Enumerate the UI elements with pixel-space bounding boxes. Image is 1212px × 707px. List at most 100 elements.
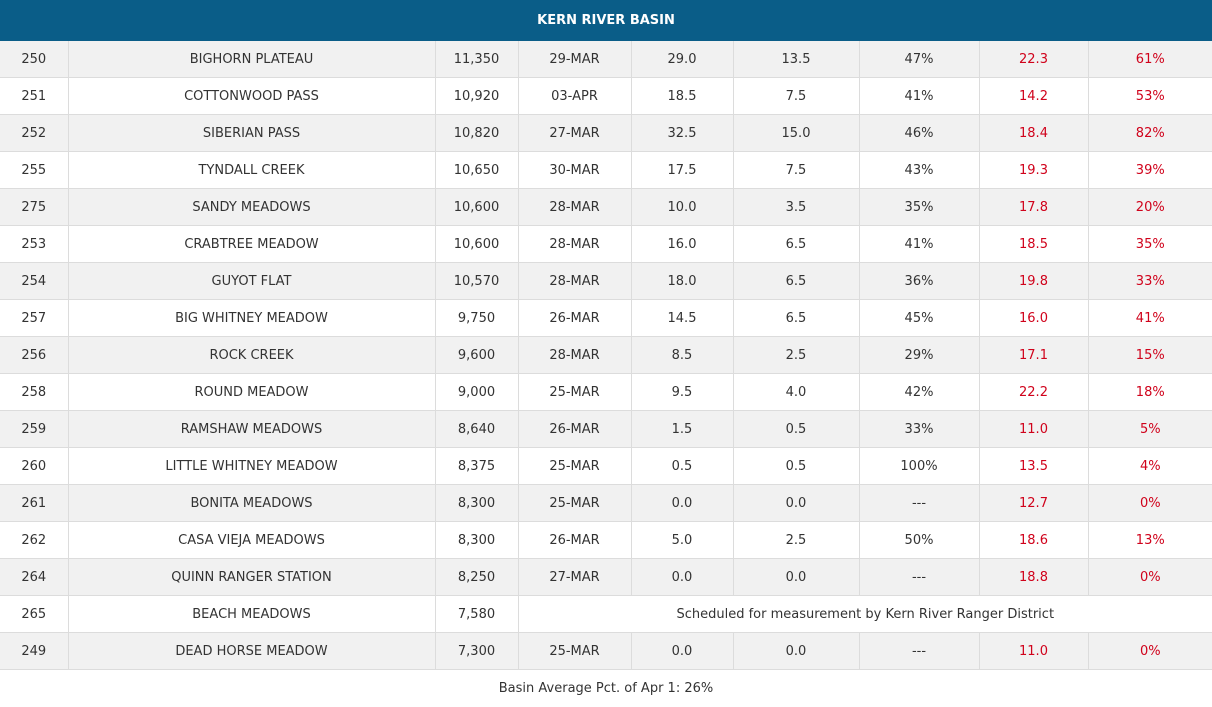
- station-name: ROUND MEADOW: [68, 373, 436, 411]
- elevation: 8,375: [435, 447, 519, 485]
- measure-date: 28-MAR: [518, 262, 632, 300]
- station-id: 250: [0, 41, 69, 78]
- water-content: 6.5: [733, 299, 860, 337]
- station-name: CRABTREE MEADOW: [68, 225, 436, 263]
- station-id: 259: [0, 410, 69, 448]
- pct-of-apr1: 0%: [1088, 484, 1212, 522]
- density: 41%: [859, 77, 980, 115]
- apr1-average: 22.2: [979, 373, 1089, 411]
- station-name: LITTLE WHITNEY MEADOW: [68, 447, 436, 485]
- density: 35%: [859, 188, 980, 226]
- snow-depth: 29.0: [631, 41, 734, 78]
- water-content: 15.0: [733, 114, 860, 152]
- station-name: GUYOT FLAT: [68, 262, 436, 300]
- station-id: 264: [0, 558, 69, 596]
- basin-average: Basin Average Pct. of Apr 1: 26%: [498, 681, 714, 696]
- apr1-average: 17.8: [979, 188, 1089, 226]
- station-id: 255: [0, 151, 69, 189]
- density: 43%: [859, 151, 980, 189]
- apr1-average: 18.6: [979, 521, 1089, 559]
- measure-date: 25-MAR: [518, 447, 632, 485]
- elevation: 9,000: [435, 373, 519, 411]
- snow-depth: 0.5: [631, 447, 734, 485]
- elevation: 11,350: [435, 41, 519, 78]
- measure-date: 26-MAR: [518, 410, 632, 448]
- table-row: 260 LITTLE WHITNEY MEADOW 8,375 25-MAR 0.5 0.…: [0, 447, 1212, 485]
- elevation: 9,600: [435, 336, 519, 374]
- snow-depth: 9.5: [631, 373, 734, 411]
- measure-date: 25-MAR: [518, 632, 632, 670]
- apr1-average: 19.8: [979, 262, 1089, 300]
- water-content: 6.5: [733, 262, 860, 300]
- pct-of-apr1: 13%: [1088, 521, 1212, 559]
- pct-of-apr1: 39%: [1088, 151, 1212, 189]
- elevation: 10,600: [435, 225, 519, 263]
- pct-of-apr1: 33%: [1088, 262, 1212, 300]
- elevation: 8,250: [435, 558, 519, 596]
- density: 45%: [859, 299, 980, 337]
- apr1-average: 11.0: [979, 632, 1089, 670]
- snow-depth: 0.0: [631, 632, 734, 670]
- apr1-average: 14.2: [979, 77, 1089, 115]
- station-name: BONITA MEADOWS: [68, 484, 436, 522]
- table-row: 261 BONITA MEADOWS 8,300 25-MAR 0.0 0.0 --- 12.…: [0, 484, 1212, 522]
- station-id: 252: [0, 114, 69, 152]
- table-row: 265 BEACH MEADOWS 7,580 Scheduled for measu…: [0, 595, 1212, 633]
- station-name: SIBERIAN PASS: [68, 114, 436, 152]
- apr1-average: 16.0: [979, 299, 1089, 337]
- snow-depth: 16.0: [631, 225, 734, 263]
- measure-date: 26-MAR: [518, 521, 632, 559]
- water-content: 0.0: [733, 558, 860, 596]
- measure-date: 27-MAR: [518, 558, 632, 596]
- water-content: 7.5: [733, 151, 860, 189]
- snow-depth: 0.0: [631, 558, 734, 596]
- elevation: 7,300: [435, 632, 519, 670]
- apr1-average: 18.5: [979, 225, 1089, 263]
- station-name: DEAD HORSE MEADOW: [68, 632, 436, 670]
- apr1-average: 13.5: [979, 447, 1089, 485]
- measure-date: 25-MAR: [518, 484, 632, 522]
- table-row: 253 CRABTREE MEADOW 10,600 28-MAR 16.0 6.5 41%…: [0, 225, 1212, 263]
- pct-of-apr1: 82%: [1088, 114, 1212, 152]
- density: 47%: [859, 41, 980, 78]
- station-name: BIGHORN PLATEAU: [68, 41, 436, 78]
- water-content: 4.0: [733, 373, 860, 411]
- density: 42%: [859, 373, 980, 411]
- table-row: 262 CASA VIEJA MEADOWS 8,300 26-MAR 5.0 2.5 50…: [0, 521, 1212, 559]
- station-name: SANDY MEADOWS: [68, 188, 436, 226]
- measure-date: 30-MAR: [518, 151, 632, 189]
- density: 50%: [859, 521, 980, 559]
- measure-date: 29-MAR: [518, 41, 632, 78]
- elevation: 10,650: [435, 151, 519, 189]
- elevation: 7,580: [435, 595, 519, 633]
- station-id: 254: [0, 262, 69, 300]
- table-row: 264 QUINN RANGER STATION 8,250 27-MAR 0.0 0.0…: [0, 558, 1212, 596]
- water-content: 0.0: [733, 484, 860, 522]
- density: ---: [859, 632, 980, 670]
- snow-depth: 0.0: [631, 484, 734, 522]
- table-row: 250 BIGHORN PLATEAU 11,350 29-MAR 29.0 13.5 47…: [0, 41, 1212, 78]
- density: 33%: [859, 410, 980, 448]
- water-content: 0.5: [733, 447, 860, 485]
- station-id: 260: [0, 447, 69, 485]
- density: 41%: [859, 225, 980, 263]
- station-id: 256: [0, 336, 69, 374]
- water-content: 2.5: [733, 521, 860, 559]
- density: 29%: [859, 336, 980, 374]
- station-name: ROCK CREEK: [68, 336, 436, 374]
- snow-depth: 5.0: [631, 521, 734, 559]
- snow-depth: 17.5: [631, 151, 734, 189]
- measure-date: 25-MAR: [518, 373, 632, 411]
- measure-date: 26-MAR: [518, 299, 632, 337]
- snow-depth: 18.0: [631, 262, 734, 300]
- apr1-average: 22.3: [979, 41, 1089, 78]
- pct-of-apr1: 41%: [1088, 299, 1212, 337]
- table-row: 255 TYNDALL CREEK 10,650 30-MAR 17.5 7.5 43% 19…: [0, 151, 1212, 189]
- station-name: QUINN RANGER STATION: [68, 558, 436, 596]
- snow-depth: 32.5: [631, 114, 734, 152]
- density: ---: [859, 558, 980, 596]
- table-row: 258 ROUND MEADOW 9,000 25-MAR 9.5 4.0 42% 22.2 1…: [0, 373, 1212, 411]
- elevation: 10,820: [435, 114, 519, 152]
- water-content: 2.5: [733, 336, 860, 374]
- elevation: 10,920: [435, 77, 519, 115]
